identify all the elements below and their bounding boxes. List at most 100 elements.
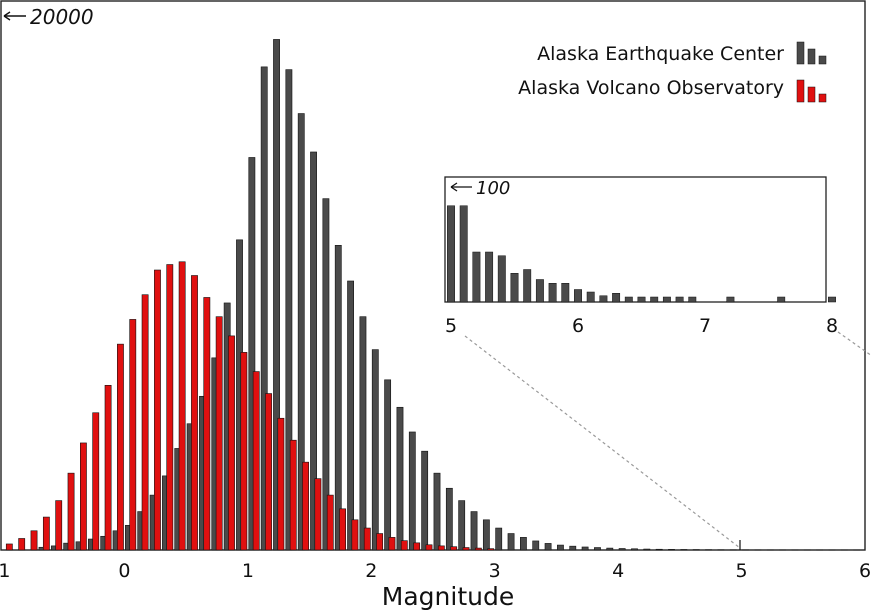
bar-alaska-volcano-observatory: [80, 442, 87, 551]
inset-connector-left: [464, 335, 741, 549]
bar-alaska-volcano-observatory: [228, 335, 235, 551]
bar-alaska-volcano-observatory: [141, 294, 149, 551]
bar-alaska-earthquake-center: [371, 349, 379, 551]
inset-bar: [650, 296, 659, 303]
bar-alaska-volcano-observatory: [215, 316, 223, 551]
bar-alaska-volcano-observatory: [252, 371, 260, 551]
inset-bar: [472, 251, 481, 303]
x-axis-label: Magnitude: [382, 582, 514, 611]
bar-alaska-volcano-observatory: [363, 527, 371, 551]
main-y-marker-arrow-head: [3, 11, 11, 21]
legend-label-alaska-earthquake-center: Alaska Earthquake Center: [537, 43, 784, 65]
inset-bar: [675, 296, 684, 303]
inset-bar: [586, 291, 595, 303]
bar-alaska-volcano-observatory: [166, 264, 174, 551]
bar-alaska-volcano-observatory: [129, 319, 137, 551]
inset-bar: [662, 296, 671, 303]
bar-alaska-earthquake-center: [273, 39, 280, 551]
inset-chart: 5 6 7 8 100: [444, 176, 873, 550]
x-tick-label: 1: [242, 560, 254, 582]
bar-alaska-volcano-observatory: [154, 269, 161, 551]
bar-alaska-volcano-observatory: [437, 545, 445, 551]
main-plot-frame: [0, 0, 866, 551]
bar-alaska-volcano-observatory: [314, 478, 322, 551]
inset-bar: [485, 251, 494, 303]
bar-alaska-earthquake-center: [384, 379, 392, 551]
inset-bar: [535, 279, 544, 303]
inset-bar: [828, 296, 836, 303]
legend-swatch-bar: [796, 79, 805, 103]
bar-alaska-volcano-observatory: [42, 516, 50, 551]
inset-axis-group: 5 6 7 8: [445, 315, 838, 337]
legend: Alaska Earthquake Center Alaska Volcano …: [518, 41, 827, 103]
bar-alaska-earthquake-center: [532, 540, 540, 551]
inset-y-marker-arrow-head: [450, 182, 458, 192]
bar-alaska-volcano-observatory: [339, 508, 346, 551]
inset-bar: [447, 205, 455, 303]
legend-label-alaska-volcano-observatory: Alaska Volcano Observatory: [518, 77, 784, 99]
main-axis-group: -1 0 1 2 3 4 5 6: [0, 560, 871, 582]
bar-alaska-volcano-observatory: [203, 297, 211, 551]
bar-alaska-earthquake-center: [396, 406, 404, 551]
bar-alaska-volcano-observatory: [450, 546, 458, 551]
bar-alaska-earthquake-center: [631, 548, 638, 551]
bar-alaska-volcano-observatory: [67, 472, 75, 551]
inset-bar: [777, 296, 786, 303]
bar-alaska-earthquake-center: [334, 245, 342, 551]
inset-bar: [688, 296, 697, 303]
bar-alaska-earthquake-center: [260, 66, 268, 551]
bar-alaska-volcano-observatory: [425, 544, 433, 551]
x-tick-label: 4: [612, 560, 624, 582]
inset-frame: [444, 176, 827, 303]
bar-alaska-volcano-observatory: [18, 538, 26, 551]
legend-swatch-bar: [807, 86, 816, 103]
inset-x-tick-label: 7: [699, 315, 711, 337]
bar-alaska-volcano-observatory: [351, 519, 359, 551]
bar-alaska-volcano-observatory: [191, 275, 198, 551]
bar-alaska-earthquake-center: [495, 527, 503, 551]
bar-alaska-earthquake-center: [668, 549, 675, 551]
bar-alaska-earthquake-center: [248, 157, 256, 551]
bar-alaska-earthquake-center: [408, 431, 416, 551]
inset-bar: [497, 255, 506, 303]
inset-bar: [599, 295, 608, 303]
x-tick-label: 2: [365, 560, 377, 582]
x-tick-label: 0: [118, 560, 130, 582]
x-tick-label: -1: [0, 560, 10, 582]
bar-alaska-volcano-observatory: [240, 352, 248, 551]
bar-alaska-earthquake-center: [482, 519, 490, 551]
bar-alaska-earthquake-center: [557, 544, 564, 551]
bar-alaska-volcano-observatory: [277, 417, 285, 551]
inset-bar: [548, 283, 557, 303]
inset-connector-right: [837, 331, 873, 357]
bar-alaska-volcano-observatory: [30, 530, 38, 551]
bar-alaska-volcano-observatory: [388, 537, 396, 551]
inset-bar: [459, 205, 468, 303]
inset-bar: [561, 283, 570, 303]
main-y-marker-label: 20000: [30, 5, 94, 29]
bar-alaska-earthquake-center: [643, 548, 651, 551]
bar-alaska-volcano-observatory: [326, 494, 334, 551]
bar-alaska-volcano-observatory: [265, 393, 272, 551]
legend-swatch-alaska-earthquake-center: [796, 41, 827, 65]
inset-bar: [574, 289, 582, 303]
inset-bar: [510, 273, 519, 303]
bar-alaska-volcano-observatory: [117, 343, 124, 551]
bar-alaska-earthquake-center: [470, 511, 478, 551]
bar-alaska-earthquake-center: [544, 543, 552, 551]
bar-alaska-earthquake-center: [507, 533, 515, 551]
inset-y-marker-label: 100: [476, 178, 510, 199]
legend-swatch-bar: [807, 48, 816, 65]
legend-swatch-alaska-volcano-observatory: [796, 79, 827, 103]
bar-alaska-earthquake-center: [606, 547, 614, 551]
x-tick-label: 6: [859, 560, 871, 582]
bar-alaska-earthquake-center: [421, 450, 429, 551]
bar-alaska-earthquake-center: [519, 537, 527, 551]
main-bar-group: [5, 39, 861, 551]
inset-bar: [624, 296, 633, 303]
inset-bar-group: [447, 205, 836, 303]
bar-alaska-earthquake-center: [310, 151, 317, 551]
bar-alaska-earthquake-center: [433, 472, 441, 551]
bar-alaska-volcano-observatory: [104, 384, 112, 551]
